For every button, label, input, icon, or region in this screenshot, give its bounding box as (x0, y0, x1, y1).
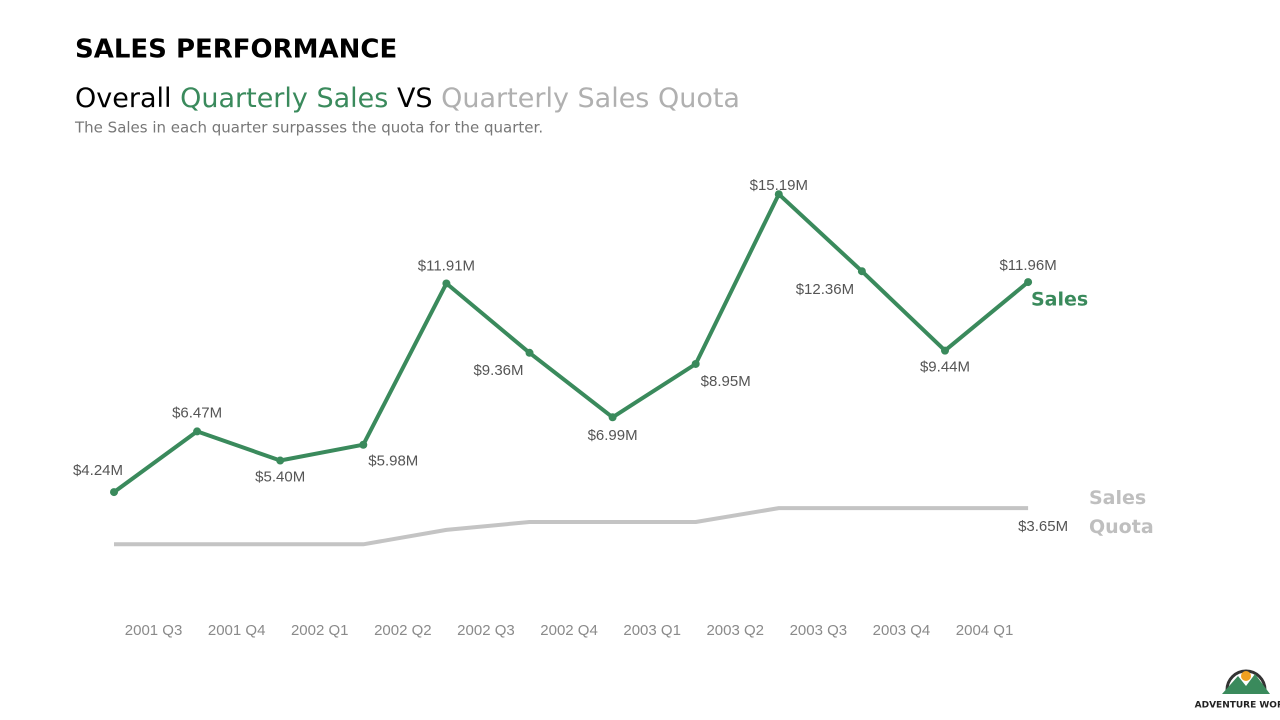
chart-title: SALES PERFORMANCE (75, 35, 397, 65)
data-point (1024, 278, 1033, 287)
data-point (110, 488, 118, 497)
data-label: $5.98M (368, 453, 418, 470)
data-point (525, 348, 534, 357)
x-tick-label: 2002 Q1 (291, 622, 349, 639)
series-line (112, 192, 1030, 494)
data-label: $11.91M (418, 257, 475, 274)
data-label: $6.47M (172, 404, 222, 421)
x-tick-label: 2002 Q4 (540, 622, 598, 639)
subtitle: Overall Quarterly Sales VS Quarterly Sal… (75, 83, 740, 114)
data-label: $12.36M (796, 281, 854, 298)
data-label: $4.24M (73, 462, 123, 479)
x-tick-label: 2004 Q1 (956, 622, 1014, 639)
subtitle-part: Quarterly Sales (180, 83, 388, 114)
data-point (857, 267, 866, 276)
data-point (941, 346, 949, 355)
data-point (193, 427, 202, 436)
data-label: $3.65M (1018, 518, 1068, 535)
data-label: $15.19M (750, 177, 808, 194)
data-point (276, 456, 285, 465)
data-point (691, 359, 700, 368)
subtitle-part: Overall (75, 83, 172, 114)
data-label: $5.40M (255, 468, 305, 485)
series-line (114, 506, 1029, 547)
x-tick-label: 2003 Q4 (873, 622, 931, 639)
description: The Sales in each quarter surpasses the … (74, 119, 543, 137)
subtitle-part: VS (397, 83, 433, 114)
subtitle-part: Quarterly Sales Quota (441, 83, 740, 114)
data-point (359, 440, 368, 449)
data-label: $6.99M (588, 427, 638, 444)
x-tick-label: 2003 Q1 (623, 622, 681, 639)
data-point (442, 279, 451, 288)
x-tick-label: 2001 Q3 (125, 622, 183, 639)
data-label: $8.95M (701, 373, 751, 390)
x-tick-label: 2003 Q3 (790, 622, 848, 639)
data-point (608, 413, 617, 422)
x-tick-label: 2002 Q2 (374, 622, 432, 639)
logo-icon (1222, 669, 1270, 694)
logo-text: ADVENTURE WORKS (1195, 701, 1280, 711)
data-label: $9.36M (473, 362, 523, 379)
data-point (774, 190, 783, 199)
data-label: $11.96M (999, 257, 1056, 274)
x-tick-label: 2002 Q3 (457, 622, 515, 639)
legend-entry: Sales Quota (1089, 487, 1154, 538)
data-label: $9.44M (920, 359, 970, 376)
legend-entry: Sales (1031, 289, 1088, 311)
x-tick-label: 2003 Q2 (706, 622, 764, 639)
x-tick-label: 2001 Q4 (208, 622, 266, 639)
